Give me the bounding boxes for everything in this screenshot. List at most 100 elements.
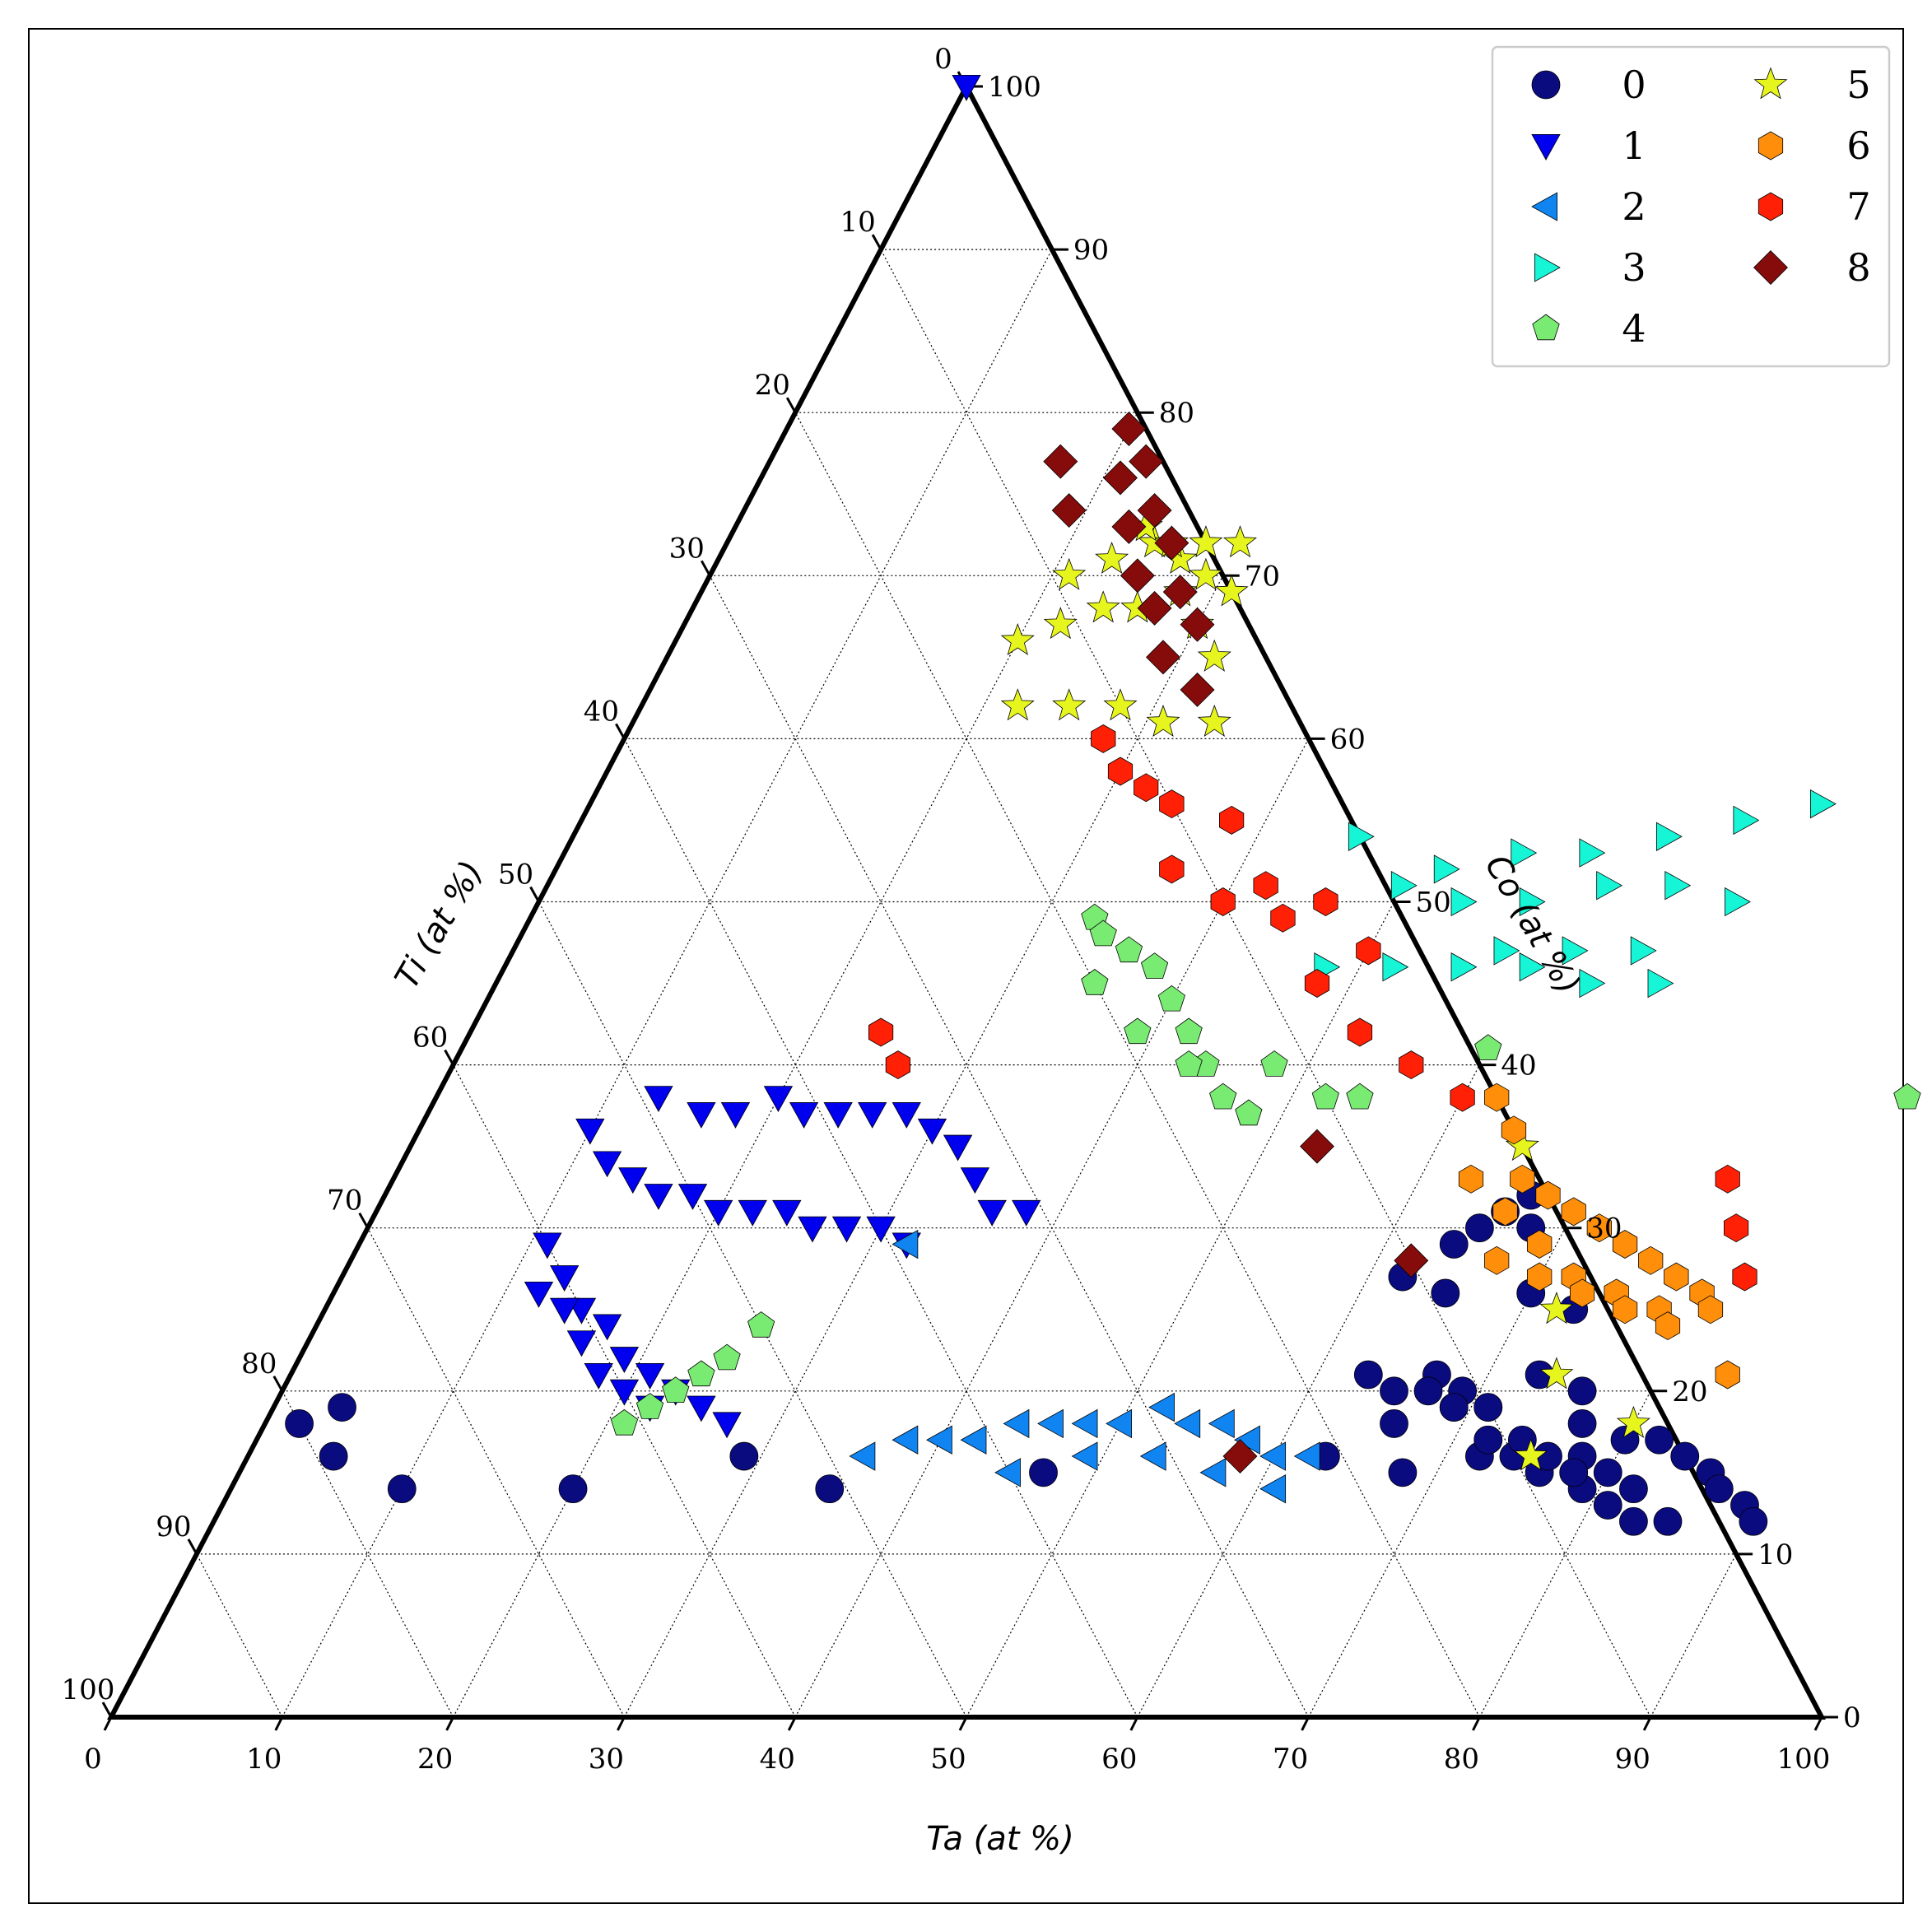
data-point <box>823 1102 853 1129</box>
grid-line-ta-20 <box>453 412 1138 1718</box>
data-point <box>644 1184 673 1210</box>
data-point <box>1390 871 1418 901</box>
data-point <box>1723 1213 1749 1243</box>
data-point <box>747 1311 775 1338</box>
data-point <box>1180 607 1215 642</box>
data-point <box>729 1441 759 1471</box>
data-point <box>1559 1458 1589 1487</box>
data-point <box>1647 968 1674 999</box>
data-point <box>1214 574 1249 607</box>
data-point <box>1567 1376 1597 1406</box>
data-point <box>1493 936 1520 966</box>
tick-label-co-100: 100 <box>988 71 1041 104</box>
legend-label-2: 2 <box>1622 184 1646 229</box>
data-point <box>1612 1295 1638 1324</box>
data-point <box>1210 887 1236 916</box>
tick-label-ti-50: 50 <box>498 859 533 892</box>
data-point <box>285 1409 314 1438</box>
data-point <box>1514 1438 1548 1471</box>
series-8 <box>1043 412 1429 1474</box>
data-point <box>1616 1405 1650 1438</box>
data-point <box>1140 952 1169 979</box>
data-point <box>387 1474 417 1504</box>
data-point <box>1300 1129 1334 1164</box>
data-point <box>1562 936 1589 966</box>
series-4 <box>610 903 1921 1436</box>
legend-box <box>1491 45 1891 368</box>
data-point <box>1095 541 1129 574</box>
data-point <box>1492 1197 1518 1227</box>
data-point <box>952 75 981 101</box>
data-point <box>1612 1230 1638 1259</box>
legend-marker-2 <box>1531 192 1557 221</box>
legend-label-6: 6 <box>1846 123 1870 168</box>
data-point <box>994 1458 1021 1487</box>
data-point <box>789 1102 819 1129</box>
tick-label-ti-20: 20 <box>755 369 790 402</box>
tick-label-co-70: 70 <box>1245 560 1280 593</box>
data-point <box>977 1199 1007 1227</box>
data-point <box>831 1216 862 1243</box>
data-point <box>1139 1441 1166 1471</box>
legend-label-4: 4 <box>1622 306 1646 351</box>
data-point <box>1089 919 1117 947</box>
data-point <box>319 1441 348 1471</box>
data-point <box>524 1281 554 1308</box>
data-point <box>1003 1408 1030 1439</box>
data-point <box>1579 968 1606 999</box>
data-point <box>1146 640 1180 675</box>
legend-marker-1 <box>1531 133 1561 161</box>
data-point <box>1697 1295 1724 1324</box>
data-point <box>1733 805 1760 836</box>
tick-label-ta-0: 0 <box>84 1743 102 1776</box>
data-point <box>549 1265 580 1292</box>
data-point <box>1208 1408 1235 1439</box>
data-point <box>1653 1506 1683 1536</box>
data-point <box>1450 952 1478 982</box>
data-point <box>584 1362 613 1390</box>
tick-label-ta-90: 90 <box>1615 1743 1650 1776</box>
data-point <box>1619 1506 1648 1536</box>
data-points <box>285 75 1921 1536</box>
tick-ta-100 <box>1813 1716 1823 1731</box>
data-point <box>635 1362 665 1390</box>
data-point <box>1596 871 1623 901</box>
data-point <box>1561 1197 1586 1227</box>
data-point <box>960 1425 987 1455</box>
data-point <box>1630 936 1657 966</box>
grid-line-ta-40 <box>794 738 1310 1718</box>
data-point <box>1111 412 1147 446</box>
data-point <box>704 1199 733 1227</box>
data-point <box>662 1376 690 1403</box>
data-point <box>558 1474 588 1504</box>
data-point <box>1293 1441 1320 1471</box>
data-point <box>1570 1278 1595 1308</box>
data-point <box>1380 1376 1408 1406</box>
tick-label-ti-80: 80 <box>241 1348 277 1380</box>
data-point <box>1103 460 1138 496</box>
grid-line-ta-90 <box>1650 1553 1737 1718</box>
tick-label-co-20: 20 <box>1672 1376 1707 1408</box>
data-point <box>1732 1262 1757 1292</box>
data-point <box>1106 1408 1133 1439</box>
data-point <box>1399 1050 1424 1080</box>
data-point <box>1043 607 1078 640</box>
data-point <box>1715 1360 1740 1390</box>
data-point <box>1511 838 1538 868</box>
data-point <box>677 1184 708 1210</box>
data-point <box>1715 1164 1740 1194</box>
tick-ta-50 <box>958 1716 968 1731</box>
data-point <box>1484 1082 1510 1112</box>
tick-label-ta-30: 30 <box>589 1743 624 1776</box>
grid-line-ti-30 <box>709 575 1310 1718</box>
data-point <box>1197 705 1231 738</box>
data-point <box>1431 1278 1460 1308</box>
grid-line-ti-70 <box>367 1227 625 1718</box>
data-point <box>720 1102 751 1129</box>
tick-label-ti-100: 100 <box>62 1674 115 1706</box>
data-point <box>1124 1017 1152 1045</box>
data-point <box>1157 985 1185 1012</box>
data-point <box>1162 575 1198 610</box>
data-point <box>885 1050 910 1080</box>
legend-label-8: 8 <box>1846 245 1870 290</box>
